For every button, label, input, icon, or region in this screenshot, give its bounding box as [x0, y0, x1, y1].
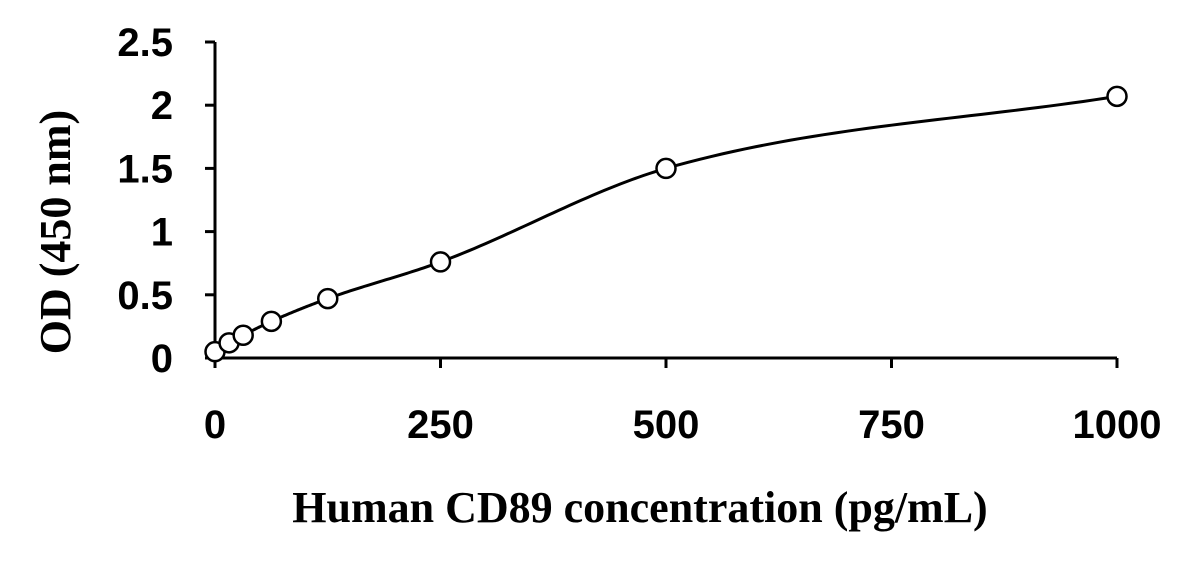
data-point [260, 310, 283, 333]
x-axis: 0 250 500 750 1000 [204, 356, 1162, 447]
y-tick-label: 2.5 [117, 21, 173, 65]
fit-curve-group [214, 94, 1118, 353]
data-point [429, 251, 452, 273]
y-tick-label: 2 [151, 84, 173, 128]
x-tick-label: 500 [633, 403, 700, 447]
data-point [655, 157, 677, 180]
data-points [204, 85, 1128, 363]
y-tick-label: 1 [151, 211, 173, 255]
x-tick-label: 1000 [1073, 403, 1162, 447]
fit-curve [214, 94, 1118, 353]
y-axis: 0 0.5 1 1.5 2 2.5 [117, 21, 217, 381]
data-point [232, 324, 254, 346]
x-axis-title: Human CD89 concentration (pg/mL) [292, 483, 987, 532]
y-tick-label: 0.5 [117, 274, 173, 318]
x-tick-label: 250 [407, 403, 474, 447]
x-tick-label: 0 [204, 403, 226, 447]
x-tick-label: 750 [858, 403, 925, 447]
y-tick-label: 0 [151, 337, 173, 381]
data-point [317, 287, 339, 310]
y-tick-label: 1.5 [117, 147, 173, 191]
y-axis-title: OD (450 nm) [31, 110, 80, 354]
data-point [1106, 85, 1128, 108]
